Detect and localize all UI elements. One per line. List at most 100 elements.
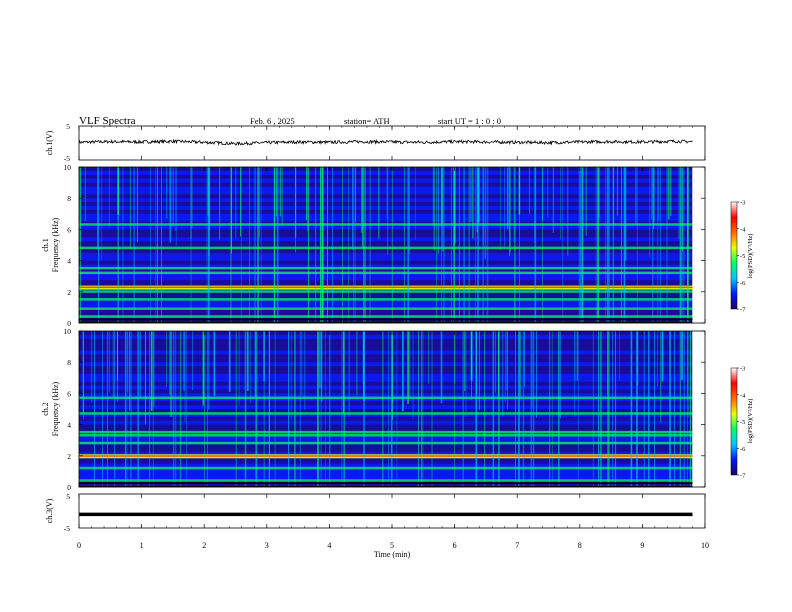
spectrogram-sferic xyxy=(518,331,520,487)
spectrogram-band xyxy=(79,466,693,470)
spectrogram-sferic xyxy=(657,167,659,323)
spectrogram-band xyxy=(79,441,693,445)
spectrogram-sferic xyxy=(263,331,265,487)
spectrogram-sferic xyxy=(321,167,324,323)
spectrogram-sferic xyxy=(304,331,306,410)
ch2-frequency-axis-label: Frequency (kHz) xyxy=(51,381,60,436)
spectrogram-sferic xyxy=(152,331,155,407)
spectrogram-sferic xyxy=(682,167,684,252)
spectrogram-sferic xyxy=(631,331,633,487)
spectrogram-sferic xyxy=(307,167,309,232)
ch2-colorbar: log(PSD)(V²/Hz) -3 -4 -5 -6 -7 xyxy=(730,366,754,480)
spectrogram-sferic xyxy=(244,331,247,487)
ch1-spectrogram-channel-label: ch.1 xyxy=(41,238,50,252)
spectrogram-row xyxy=(79,448,693,452)
spectrogram-sferic xyxy=(598,167,600,218)
time-tick-label: 8 xyxy=(578,541,582,550)
spectrogram-row xyxy=(79,198,693,203)
spectrogram-sferic xyxy=(453,167,455,323)
spectrogram-sferic xyxy=(609,331,610,487)
spectrogram-sferic xyxy=(530,331,533,487)
spectrogram-sferic xyxy=(683,167,685,323)
spectrogram-sferic xyxy=(687,331,688,487)
freq-tick-label: 8 xyxy=(67,358,71,367)
spectrogram-sferic xyxy=(687,331,688,400)
spectrogram-sferic xyxy=(502,331,504,417)
spectrogram-sferic xyxy=(409,167,410,255)
spectrogram-sferic xyxy=(618,331,620,381)
spectrogram-sferic xyxy=(623,167,626,323)
spectrogram-sferic xyxy=(654,331,655,487)
spectrogram-sferic xyxy=(137,331,139,487)
spectrogram-sferic xyxy=(683,331,685,487)
spectrogram-sferic xyxy=(431,331,433,487)
spectrogram-sferic xyxy=(437,167,439,254)
spectrogram-sferic xyxy=(101,331,103,487)
spectrogram-sferic xyxy=(504,331,506,403)
ch3-wave-ytick-bottom: -5 xyxy=(64,524,70,533)
spectrogram-sferic xyxy=(231,167,232,254)
spectrogram-sferic xyxy=(126,331,129,393)
spectrogram-row xyxy=(79,342,693,347)
spectrogram-row xyxy=(79,237,693,242)
spectrogram-sferic xyxy=(149,331,151,487)
spectrogram-sferic xyxy=(475,331,478,487)
spectrogram-sferic xyxy=(458,167,460,323)
spectrogram-sferic xyxy=(422,331,424,487)
freq-tick-label: 6 xyxy=(67,225,71,234)
spectrogram-row xyxy=(79,295,693,300)
spectrogram-sferic xyxy=(295,167,297,238)
spectrogram-sferic xyxy=(361,167,363,248)
spectrogram-sferic xyxy=(356,331,358,396)
spectrogram-sferic xyxy=(595,167,597,323)
spectrogram-row xyxy=(79,190,693,195)
ch2-spectrogram-image xyxy=(79,331,693,488)
spectrogram-sferic xyxy=(403,167,405,323)
spectrogram-sferic xyxy=(533,331,535,487)
spectrogram-band xyxy=(79,315,693,318)
spectrogram-row xyxy=(79,256,693,261)
freq-tick-label: 2 xyxy=(67,452,71,461)
spectrogram-sferic xyxy=(278,167,280,323)
spectrogram-sferic xyxy=(477,167,479,233)
spectrogram-sferic xyxy=(478,167,480,223)
spectrogram-sferic xyxy=(453,331,455,487)
spectrogram-row xyxy=(79,424,693,429)
start-time-label: start UT = 1 : 0 : 0 xyxy=(438,116,501,126)
ch1-wave-ytick-bottom: -5 xyxy=(64,154,70,163)
spectrogram-sferic xyxy=(681,167,683,323)
colorbar-tick-label: -3 xyxy=(740,200,745,207)
spectrogram-row xyxy=(79,397,693,402)
date-label: Feb. 6 , 2025 xyxy=(250,116,295,126)
spectrogram-sferic xyxy=(668,331,670,487)
spectrogram-sferic xyxy=(361,167,363,233)
freq-tick-label: 10 xyxy=(64,327,72,336)
spectrogram-sferic xyxy=(552,167,554,233)
spectrogram-sferic xyxy=(442,167,444,252)
spectrogram-sferic xyxy=(615,331,617,487)
spectrogram-sferic xyxy=(518,167,521,215)
spectrogram-sferic xyxy=(157,167,159,323)
spectrogram-sferic xyxy=(495,331,497,393)
colorbar-tick-label: -7 xyxy=(740,473,746,480)
spectrogram-sferic xyxy=(652,167,654,323)
spectrogram-sferic xyxy=(669,167,672,216)
spectrogram-row xyxy=(79,362,693,367)
spectrogram-sferic xyxy=(327,167,328,323)
spectrogram-sferic xyxy=(107,331,108,487)
spectrogram-sferic xyxy=(402,331,404,412)
spectrogram-sferic xyxy=(202,331,204,405)
spectrogram-sferic xyxy=(294,331,295,487)
spectrogram-sferic xyxy=(510,167,511,253)
spectrogram-sferic xyxy=(578,167,580,323)
spectrogram-sferic xyxy=(355,167,357,223)
spectrogram-row xyxy=(79,241,693,245)
spectrogram-sferic xyxy=(207,331,208,487)
spectrogram-sferic xyxy=(254,331,256,398)
spectrogram-sferic xyxy=(414,167,416,241)
spectrogram-sferic xyxy=(114,331,116,487)
spectrogram-sferic xyxy=(184,331,186,423)
spectrogram-sferic xyxy=(249,167,251,323)
spectrogram-sferic xyxy=(515,331,516,487)
spectrogram-sferic xyxy=(506,167,509,230)
